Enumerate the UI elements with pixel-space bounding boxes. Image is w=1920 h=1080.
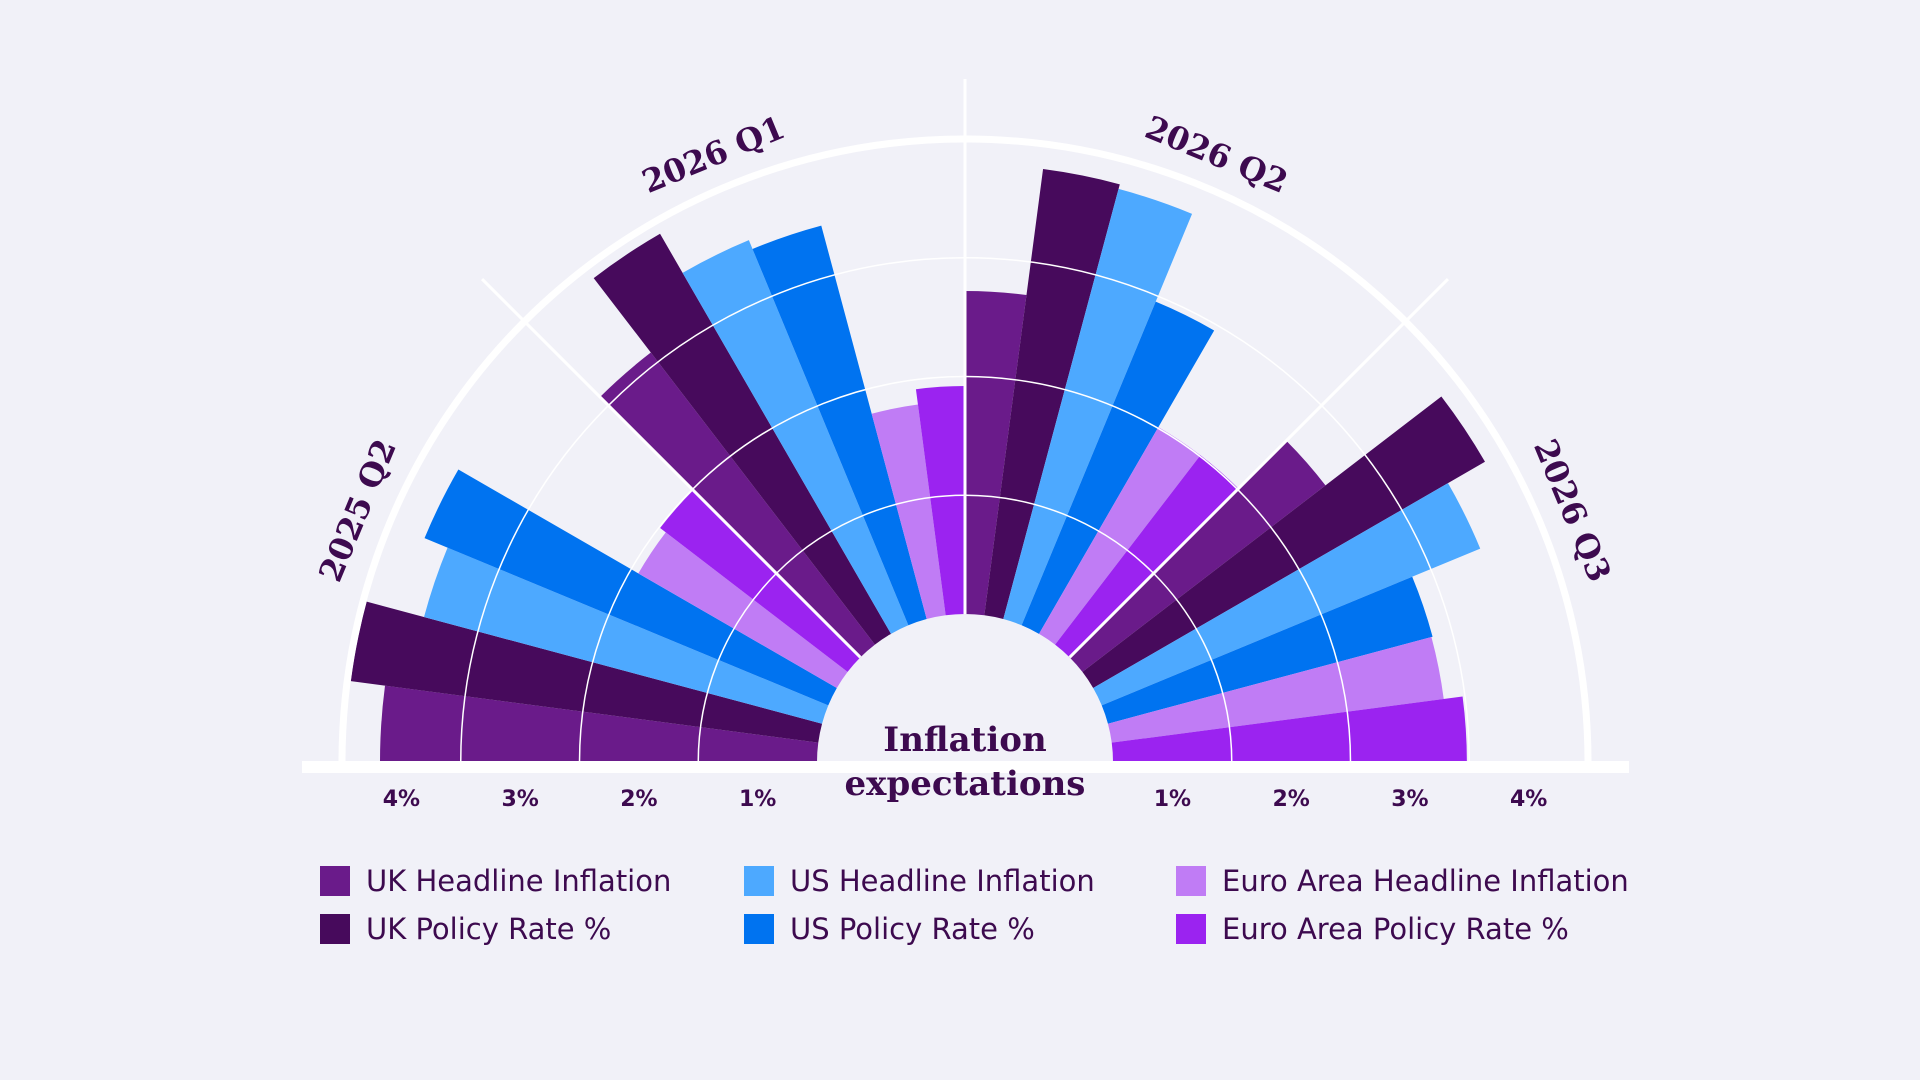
bar (915, 386, 965, 616)
bar (600, 352, 875, 658)
bar (424, 469, 837, 706)
legend-swatch (744, 914, 774, 944)
legend-label: UK Policy Rate % (366, 912, 612, 946)
bar (1021, 301, 1215, 634)
x-tick-label: 1% (1154, 787, 1191, 812)
bar (424, 547, 829, 724)
legend-swatch (320, 866, 350, 896)
legend-swatch (1176, 866, 1206, 896)
x-tick-label: 1% (739, 787, 776, 812)
bar (1107, 637, 1444, 743)
category-label: 2025 Q2 (311, 434, 404, 587)
x-tick-label: 4% (383, 787, 420, 812)
bar (1039, 427, 1201, 645)
bar (752, 225, 927, 626)
legend-swatch (320, 914, 350, 944)
legend-label: Euro Area Headline Inflation (1222, 864, 1629, 898)
legend-swatch (744, 866, 774, 896)
legend-item: Euro Area Policy Rate % (1176, 912, 1569, 946)
category-label: 2026 Q2 (1140, 108, 1293, 201)
legend-item: US Headline Inflation (744, 864, 1095, 898)
bar (1069, 440, 1326, 672)
x-tick-label: 4% (1510, 787, 1547, 812)
x-tick-label: 3% (1391, 787, 1428, 812)
legend-item: UK Policy Rate % (320, 912, 611, 946)
divider (480, 277, 862, 659)
legend-swatch (1176, 914, 1206, 944)
bar (871, 404, 946, 620)
legend-item: US Policy Rate % (744, 912, 1035, 946)
legend-label: US Headline Inflation (790, 864, 1095, 898)
legend-label: US Policy Rate % (790, 912, 1035, 946)
bar (660, 490, 861, 672)
bar (984, 169, 1120, 620)
bar (1101, 576, 1433, 724)
legend-item: Euro Area Headline Inflation (1176, 864, 1629, 898)
x-tick-label: 2% (1272, 787, 1309, 812)
bar (1055, 455, 1239, 658)
legend-item: UK Headline Inflation (320, 864, 671, 898)
bar (682, 240, 909, 634)
divider (1068, 277, 1450, 659)
chart-title: Inflation expectations (844, 720, 1086, 804)
bar (965, 291, 1027, 616)
legend-label: UK Headline Inflation (366, 864, 672, 898)
legend-label: Euro Area Policy Rate % (1222, 912, 1569, 946)
x-tick-label: 3% (501, 787, 538, 812)
bar (380, 685, 819, 762)
bar (1111, 696, 1467, 762)
bar (1093, 483, 1481, 706)
category-label: 2026 Q1 (637, 108, 790, 201)
bar (1003, 188, 1193, 626)
category-label: 2026 Q3 (1526, 434, 1619, 587)
bar (1082, 396, 1485, 688)
x-tick-label: 2% (620, 787, 657, 812)
bar (593, 233, 891, 645)
bar (638, 532, 848, 688)
